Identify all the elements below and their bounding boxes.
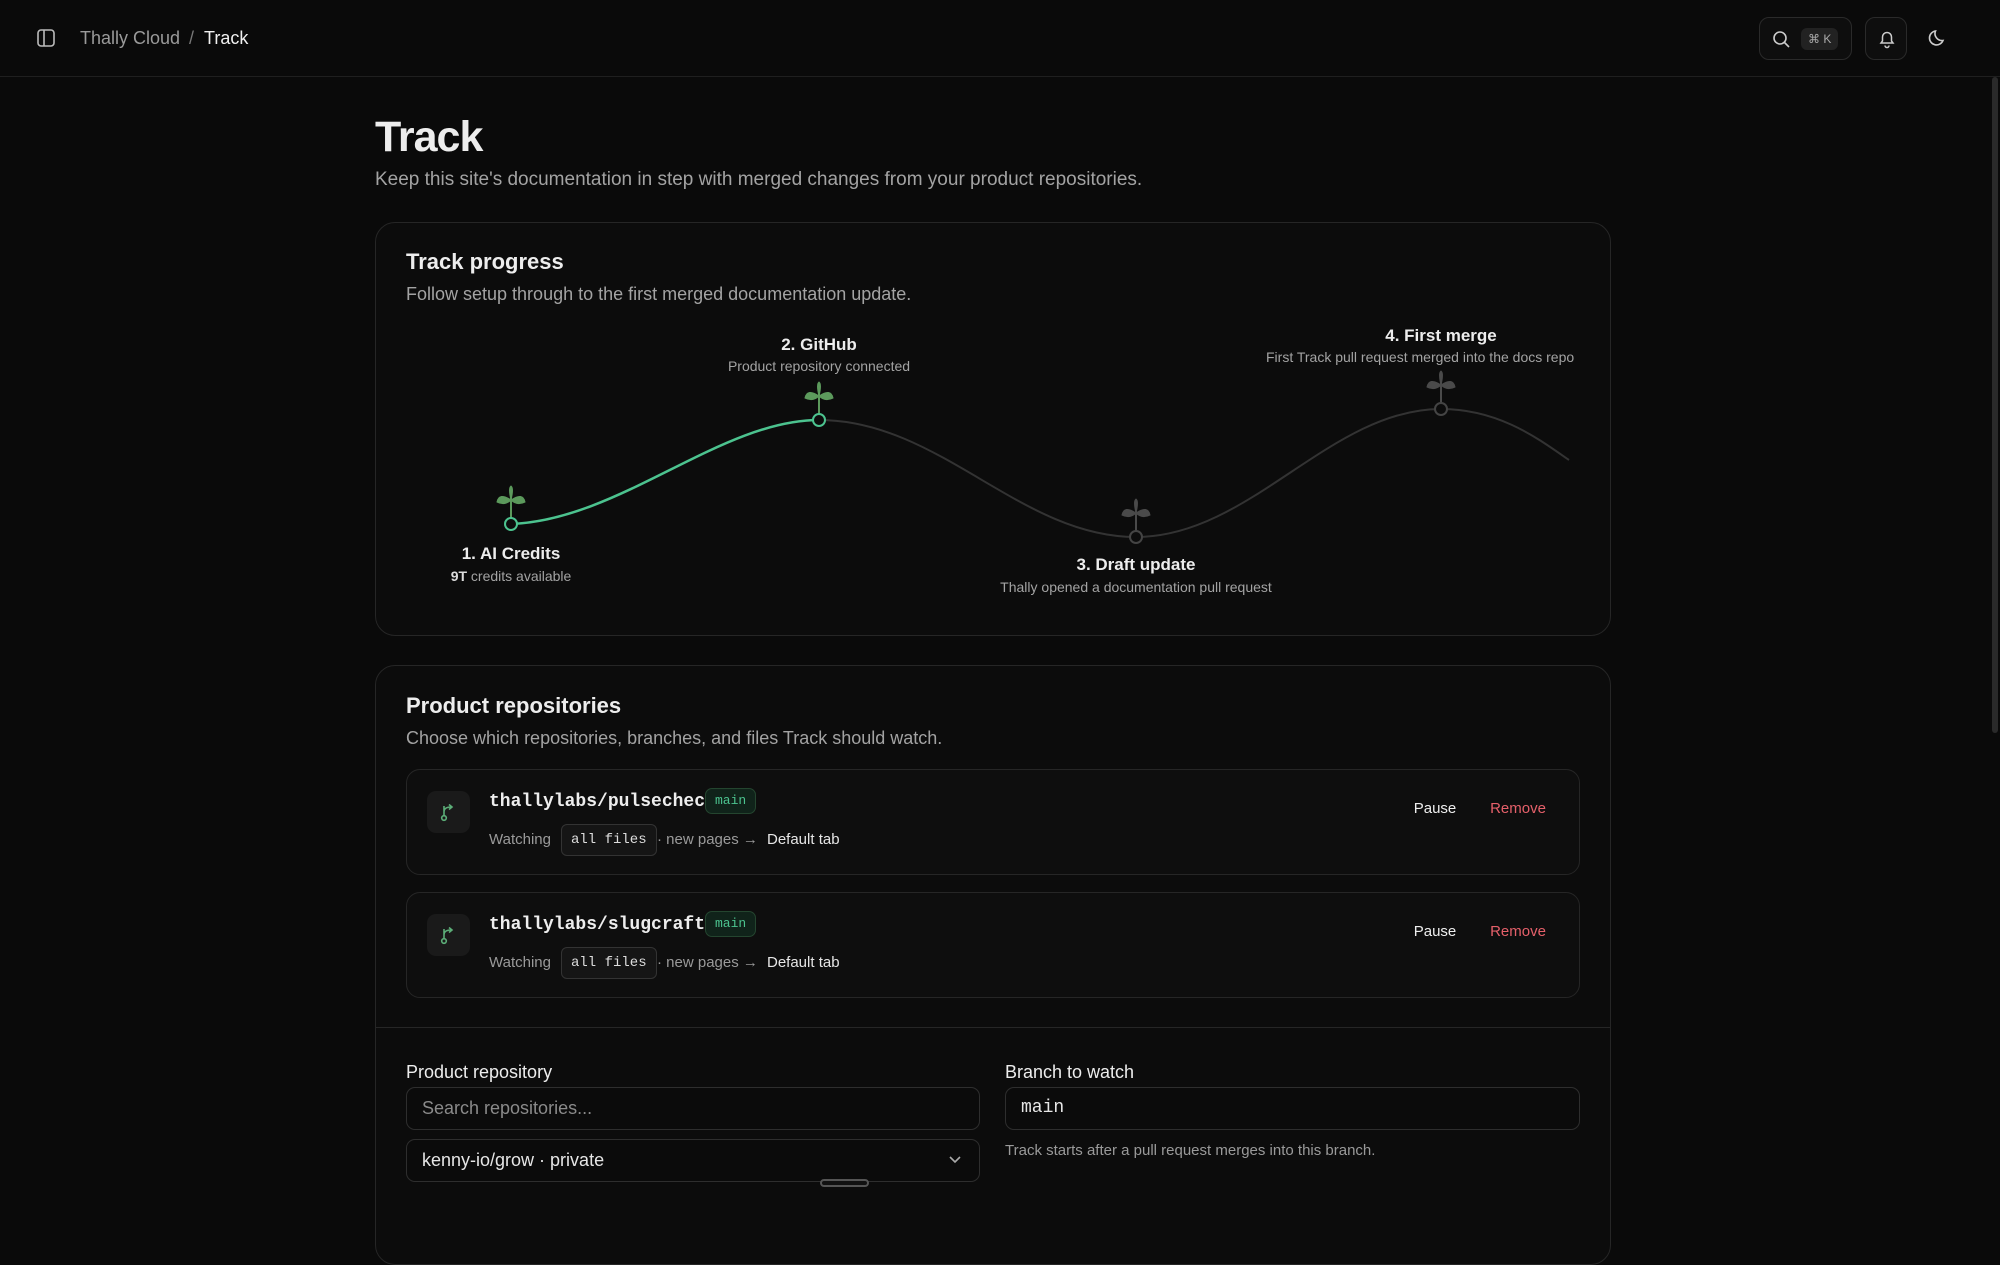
milestone-detail: Thally opened a documentation pull reque… (1000, 579, 1272, 595)
target: Default tab (767, 831, 840, 848)
scope-chip: all files (561, 824, 657, 856)
page-title: Track (375, 113, 483, 161)
repo-icon (427, 914, 470, 956)
branch-badge: main (705, 788, 757, 814)
watching-label: Watching (489, 831, 551, 848)
milestone-label: 2. GitHub (781, 335, 857, 354)
target-prefix: · new pages → (657, 954, 758, 971)
branch-badge: main (705, 911, 757, 937)
milestone-detail: 9T credits available (451, 568, 572, 584)
repository-row: thallylabs/pulsecheck main Watching all … (406, 769, 1580, 875)
page-subtitle: Keep this site's documentation in step w… (375, 169, 1143, 190)
repo-name: thallylabs/slugcraft (489, 915, 706, 935)
milestone-label: 1. AI Credits (461, 544, 561, 563)
divider (376, 1027, 1610, 1028)
milestone-text: credits available (470, 568, 572, 584)
branch-icon (440, 926, 454, 945)
bell-icon (1879, 31, 1895, 49)
target-prefix: · new pages → (657, 831, 758, 848)
remove-button[interactable]: Remove (1490, 923, 1546, 940)
pause-button[interactable]: Pause (1413, 800, 1457, 817)
progress-card (375, 222, 1611, 636)
branch-icon (440, 803, 454, 822)
milestone-detail: Product repository connected (727, 358, 911, 374)
breadcrumb-current: Track (204, 28, 249, 48)
repo-icon (427, 791, 470, 833)
milestone-value: 9T (450, 568, 468, 584)
repository-row: thallylabs/slugcraft main Watching all f… (406, 892, 1580, 998)
field-label: Product repository (406, 1062, 553, 1082)
scope-chip: all files (561, 947, 657, 979)
target: Default tab (767, 954, 840, 971)
search-button[interactable]: ⌘ K (1759, 17, 1852, 60)
progress-curve (496, 370, 1570, 544)
breadcrumb-link[interactable]: Thally Cloud (80, 28, 181, 48)
milestone-label: 3. Draft update (1076, 555, 1196, 574)
repo-select[interactable]: kenny-io/grow · private (406, 1139, 980, 1182)
sidebar-toggle[interactable] (37, 29, 56, 48)
breadcrumb-separator: / (189, 28, 195, 48)
notifications-button[interactable] (1865, 17, 1907, 60)
remove-button[interactable]: Remove (1490, 800, 1546, 817)
repo-search[interactable]: Search repositories... (406, 1087, 980, 1130)
card-title: Track progress (406, 249, 564, 274)
milestone-label: 4. First merge (1385, 326, 1497, 345)
card-title: Product repositories (406, 693, 622, 718)
shortcut: ⌘ K (1801, 28, 1839, 50)
search-icon (1773, 31, 1790, 48)
topbar (0, 0, 2000, 77)
chevron (949, 1156, 961, 1164)
field-label: Branch to watch (1005, 1062, 1135, 1082)
milestone-detail: First Track pull request merged into the… (1266, 349, 1575, 365)
card-description: Choose which repositories, branches, and… (406, 728, 943, 748)
field-help: Track starts after a pull request merges… (1005, 1142, 1376, 1159)
pause-button[interactable]: Pause (1413, 923, 1457, 940)
branch-input[interactable]: main (1005, 1087, 1580, 1130)
card-description: Follow setup through to the first merged… (406, 284, 912, 304)
scrollbar (1992, 77, 1998, 733)
watching-label: Watching (489, 954, 551, 971)
theme-toggle[interactable] (1928, 28, 1948, 48)
repo-name: thallylabs/pulsecheck (489, 792, 716, 812)
scroll-handle (820, 1179, 869, 1187)
